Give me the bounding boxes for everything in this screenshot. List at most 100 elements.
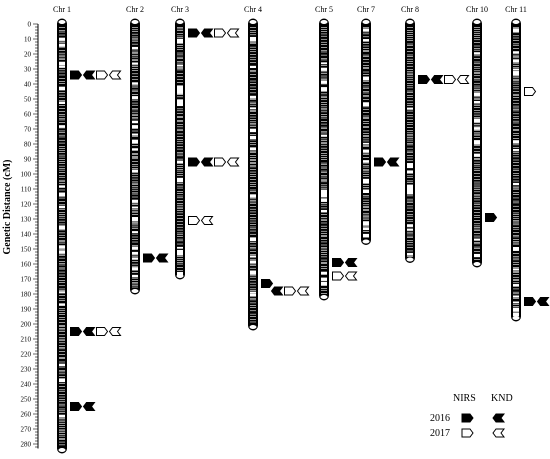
marker-stripe [513,110,519,112]
chromosome-chr-1: Chr 1 [53,5,71,454]
marker-stripe [250,171,256,173]
chromosome-label: Chr 11 [505,5,527,14]
marker-stripe [132,56,138,58]
marker-stripe [363,65,369,66]
marker-stripe [513,88,519,90]
marker-stripe [59,432,65,433]
marker-stripe [59,183,65,184]
chromosome-cap-bottom [176,274,184,278]
marker-stripe [250,230,256,232]
marker-stripe [250,144,256,146]
marker-stripe [177,187,183,189]
marker-stripe [250,194,256,198]
marker-stripe [177,267,183,268]
marker-stripe [407,58,413,60]
marker-stripe [321,184,327,186]
marker-stripe [513,170,519,171]
marker-stripe [250,242,256,243]
marker-stripe [513,202,519,204]
marker-stripe [363,105,369,106]
marker-stripe [132,181,138,183]
marker-stripe [59,94,65,96]
nirs-2017-marker [214,28,227,38]
marker-stripe [177,126,183,128]
marker-stripe [132,182,138,184]
marker-stripe [132,210,138,212]
marker-stripe [363,192,369,193]
marker-stripe [132,113,138,115]
marker-stripe [132,202,138,204]
marker-stripe [407,233,413,235]
marker-stripe [59,285,65,287]
marker-stripe [59,325,65,326]
marker-stripe [132,70,138,71]
marker-stripe [321,187,327,189]
marker-stripe [250,276,256,278]
marker-stripe [407,51,413,52]
marker-stripe [59,204,65,206]
y-tick-label: 40 [24,81,32,89]
marker-stripe [363,54,369,56]
marker-stripe [407,87,413,89]
marker-stripe [177,121,183,123]
marker-stripe [513,57,519,59]
chromosome-chr-8: Chr 8 [401,5,419,263]
marker-stripe [250,150,256,152]
marker-stripe [474,114,480,116]
marker-stripe [321,218,327,220]
marker-stripe [474,246,480,248]
chromosome-cap-bottom [58,448,66,452]
y-tick-label: 0 [28,21,32,29]
marker-stripe [513,194,519,195]
marker-stripe [363,45,369,47]
marker-stripe [132,27,138,28]
marker-stripe [513,162,519,163]
marker-stripe [132,176,138,178]
chromosome-label: Chr 8 [401,5,419,14]
nirs-2017-marker [96,70,109,80]
marker-stripe [407,73,413,75]
marker-stripe [59,194,65,196]
marker-stripe [407,127,413,128]
marker-stripe [177,175,183,176]
marker-stripe [250,217,256,218]
marker-stripe [474,122,480,124]
marker-stripe [407,180,413,182]
marker-stripe [177,52,183,54]
marker-stripe [363,217,369,219]
marker-stripe [513,212,519,214]
marker-stripe [513,311,519,313]
marker-stripe [250,291,256,294]
marker-stripe [363,233,369,238]
marker-stripe [407,205,413,207]
marker-stripe [59,348,65,350]
marker-stripe [363,218,369,220]
marker-stripe [474,89,480,90]
marker-stripe [177,193,183,194]
marker-stripe [250,74,256,75]
marker-stripe [407,124,413,125]
marker-stripe [132,48,138,50]
marker-stripe [513,77,519,79]
marker-stripe [59,179,65,181]
marker-stripe [321,190,327,192]
marker-stripe [321,233,327,234]
marker-stripe [59,257,65,259]
marker-stripe [474,27,480,28]
marker-stripe [132,36,138,38]
knd-2016-marker [536,297,550,306]
knd-2017-marker [108,70,122,80]
marker-stripe [321,196,327,197]
marker-stripe [321,193,327,198]
marker-stripe [132,222,138,223]
marker-stripe [474,96,480,98]
marker-stripe [250,124,256,126]
marker-stripe [250,316,256,317]
marker-stripe [132,148,138,151]
marker-stripe [513,264,519,265]
marker-stripe [59,149,65,151]
marker-stripe [513,284,519,287]
marker-stripe [513,188,519,190]
marker-stripe [59,340,65,342]
